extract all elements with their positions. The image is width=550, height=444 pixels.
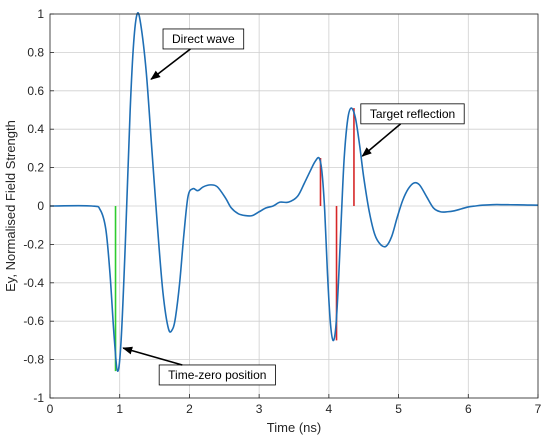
- y-tick-label: -1: [33, 391, 44, 405]
- x-tick-label: 1: [116, 402, 123, 416]
- series-lines: [49, 12, 539, 372]
- annotation-arrow: [150, 48, 191, 80]
- y-tick-label: -0.6: [23, 314, 44, 328]
- annotation: Time-zero position: [122, 346, 276, 386]
- x-tick-label: 6: [465, 402, 472, 416]
- annotations: Direct wave Target reflection Time-zero po…: [122, 28, 465, 386]
- x-tick-label: 7: [535, 402, 542, 416]
- x-tick-label: 0: [47, 402, 54, 416]
- annotation-label: Direct wave: [172, 32, 235, 46]
- tick-labels: 0 1 2 3 4 5 6 7 -1 -0.8 -0.6 -0.4 -0.2 0 0.2 0.4 0.6 0.8 1: [23, 7, 541, 416]
- annotation-arrow: [122, 346, 183, 366]
- annotation-arrow: [361, 123, 402, 157]
- x-tick-label: 5: [395, 402, 402, 416]
- y-tick-label: 1: [37, 7, 44, 21]
- x-tick-label: 3: [256, 402, 263, 416]
- annotation-label: Time-zero position: [168, 368, 266, 382]
- annotation-box: [360, 103, 465, 125]
- x-tick-label: 2: [186, 402, 193, 416]
- y-tick-label: -0.4: [23, 276, 44, 290]
- y-tick-label: -0.8: [23, 353, 44, 367]
- y-tick-label: 0.2: [27, 161, 44, 175]
- y-tick-label: 0.8: [27, 45, 44, 59]
- annotation: Target reflection: [360, 103, 465, 157]
- y-tick-label: 0.6: [27, 84, 44, 98]
- annotation-box: [158, 364, 276, 386]
- y-tick-label: -0.2: [23, 237, 44, 251]
- x-axis-title: Time (ns): [267, 420, 321, 435]
- y-tick-label: 0.4: [27, 122, 44, 136]
- x-tick-label: 4: [326, 402, 333, 416]
- y-tick-label: 0: [37, 199, 44, 213]
- y-axis-title: Ey, Normalised Field Strength: [3, 120, 18, 292]
- series-line: [49, 12, 539, 372]
- annotation: Direct wave: [150, 28, 245, 80]
- annotation-box: [162, 28, 245, 50]
- annotation-label: Target reflection: [370, 107, 455, 121]
